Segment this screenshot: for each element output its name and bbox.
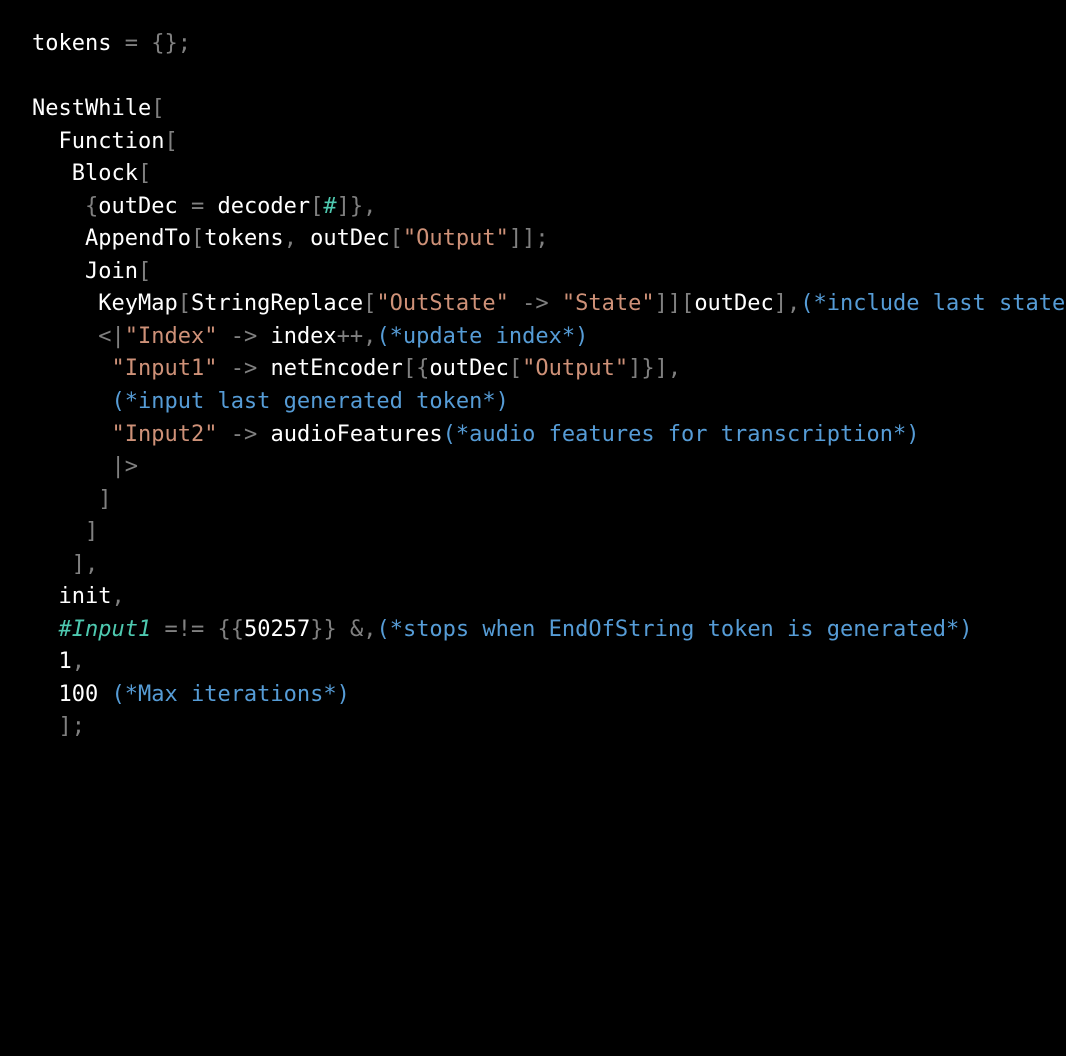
code-token: "OutState": [376, 291, 508, 316]
code-token: 1: [32, 649, 72, 674]
code-token: [32, 422, 111, 447]
code-token: [32, 487, 98, 512]
code-token: ,: [72, 649, 85, 674]
code-token: (*update index*): [376, 324, 588, 349]
code-token: NestWhile: [32, 96, 151, 121]
code-token: [217, 324, 230, 349]
code-token: outDec: [98, 194, 191, 219]
code-token: [32, 356, 111, 381]
code-token: tokens: [204, 226, 283, 251]
code-token: [: [310, 194, 323, 219]
code-token: [{: [403, 356, 430, 381]
code-token: [32, 389, 111, 414]
code-token: [: [138, 259, 151, 284]
code-token: ,: [284, 226, 297, 251]
code-token: ]][: [655, 291, 695, 316]
mathematica-code-block: tokens = {}; NestWhile[ Function[ Block[…: [0, 0, 1066, 772]
code-token: ++,: [337, 324, 377, 349]
code-token: [217, 422, 230, 447]
code-token: outDec: [429, 356, 508, 381]
code-token: (*input last generated token*): [111, 389, 508, 414]
code-token: ],: [774, 291, 801, 316]
code-token: [549, 291, 562, 316]
code-token: Block: [32, 161, 138, 186]
code-token: "Output": [403, 226, 509, 251]
code-token: [: [191, 226, 204, 251]
code-token: [204, 617, 217, 642]
code-token: outDec: [297, 226, 390, 251]
code-token: #Input1: [59, 617, 152, 642]
code-token: "Input2": [111, 422, 217, 447]
code-token: "Input1": [111, 356, 217, 381]
code-token: (*Max iterations*): [111, 682, 349, 707]
code-token: index: [257, 324, 336, 349]
code-token: tokens: [32, 31, 125, 56]
code-token: [151, 617, 164, 642]
code-token: Join: [32, 259, 138, 284]
code-token: (*stops when EndOfString token is genera…: [376, 617, 972, 642]
code-token: netEncoder: [257, 356, 403, 381]
code-token: (*include last states*): [800, 291, 1066, 316]
code-token: ]: [85, 519, 98, 544]
code-token: =: [191, 194, 204, 219]
code-token: outDec: [694, 291, 773, 316]
code-token: decoder: [204, 194, 310, 219]
code-token: ]];: [509, 226, 549, 251]
code-token: audioFeatures: [257, 422, 442, 447]
code-token: &,: [350, 617, 377, 642]
code-token: |>: [111, 454, 138, 479]
code-token: [32, 194, 85, 219]
code-token: "Index": [125, 324, 218, 349]
code-token: 50257: [244, 617, 310, 642]
code-token: [32, 519, 85, 544]
code-token: ->: [522, 291, 549, 316]
code-token: [: [390, 226, 403, 251]
code-token: ],: [72, 552, 99, 577]
code-token: [: [164, 129, 177, 154]
code-token: [217, 356, 230, 381]
code-token: (*audio features for transcription*): [443, 422, 920, 447]
code-token: AppendTo: [32, 226, 191, 251]
code-token: [32, 324, 98, 349]
code-token: ];: [59, 714, 86, 739]
code-token: {};: [151, 31, 191, 56]
code-token: [32, 617, 59, 642]
code-token: [: [509, 356, 522, 381]
code-token: =: [125, 31, 138, 56]
code-token: StringReplace: [191, 291, 363, 316]
code-token: 100: [32, 682, 111, 707]
code-token: {{: [217, 617, 244, 642]
code-token: =!=: [164, 617, 204, 642]
code-token: [32, 454, 111, 479]
code-token: init: [32, 584, 111, 609]
code-token: [: [178, 291, 191, 316]
code-token: ]: [98, 487, 111, 512]
code-token: ]},: [337, 194, 377, 219]
code-token: [509, 291, 522, 316]
code-token: [: [363, 291, 376, 316]
code-token: "Output": [522, 356, 628, 381]
code-token: ->: [231, 422, 258, 447]
code-token: "State": [562, 291, 655, 316]
code-token: ->: [231, 356, 258, 381]
code-token: <|: [98, 324, 125, 349]
code-token: Function: [32, 129, 164, 154]
code-token: KeyMap: [32, 291, 178, 316]
code-token: [138, 31, 151, 56]
code-token: }}: [310, 617, 337, 642]
code-token: [32, 552, 72, 577]
code-token: ]}],: [628, 356, 681, 381]
code-token: {: [85, 194, 98, 219]
code-token: ,: [111, 584, 124, 609]
code-token: ->: [231, 324, 258, 349]
code-token: [: [151, 96, 164, 121]
code-token: [337, 617, 350, 642]
code-token: [: [138, 161, 151, 186]
code-token: [32, 714, 59, 739]
code-token: #: [323, 194, 336, 219]
